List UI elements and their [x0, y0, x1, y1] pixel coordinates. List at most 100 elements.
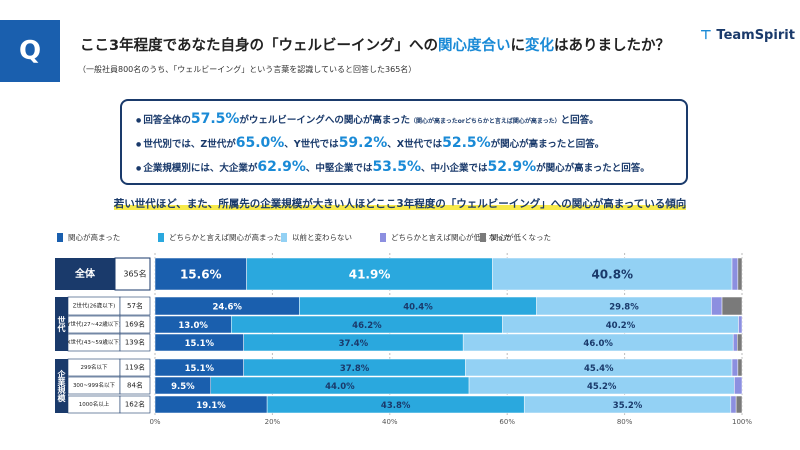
legend-label: どちらかと言えば関心が低くなった [391, 232, 511, 242]
bullet-part: 、X世代では [387, 139, 443, 150]
value-label: 37.8% [340, 364, 370, 374]
value-label: 15.1% [185, 364, 215, 374]
bullet: ● 回答全体の57.5%がウェルビーイングへの関心が高まった（関心が高まったor… [136, 111, 599, 127]
value-label: 37.4% [339, 339, 369, 349]
bullet-part: が関心が高まったと回答。 [490, 139, 605, 150]
title-part: 変化 [524, 38, 554, 54]
bullet: ● 世代別では、Z世代が65.0%、Y世代では59.2%、X世代では52.5%が… [136, 135, 604, 151]
value-label: 15.1% [185, 339, 215, 349]
count-label: 139名 [125, 338, 145, 347]
bar-segment [711, 296, 723, 316]
bullet-part: 世代別では、Z世代が [143, 139, 236, 150]
legend-label: 関心が低くなった [491, 232, 551, 242]
value-label: 35.2% [613, 401, 643, 411]
value-label: 9.5% [171, 382, 195, 392]
count-label: 57名 [127, 301, 143, 310]
value-label: 15.6% [180, 268, 222, 282]
value-label: 44.0% [325, 382, 355, 392]
value-label: 45.2% [587, 382, 617, 392]
row-label: Z世代(26歳以下) [73, 302, 116, 310]
bullet-part: 、中堅企業では [305, 163, 373, 174]
bullet-dot: ● [136, 117, 144, 124]
value-label: 45.4% [584, 364, 614, 374]
logo: ⊤ TeamSpirit [700, 28, 795, 43]
group-label: 世代 [57, 315, 66, 333]
title-part: に [510, 38, 525, 54]
x-tick-label: 60% [499, 418, 515, 426]
value-label: 19.1% [196, 401, 226, 411]
bullet-part: 52.5% [442, 135, 491, 151]
bullet-part: 57.5% [190, 111, 240, 127]
count-label: 169名 [125, 320, 145, 329]
bullet-part: 62.9% [257, 159, 306, 175]
value-label: 40.4% [403, 303, 433, 313]
banner: 若い世代ほど、また、所属先の企業規模が大きい人ほどここ3年程度の「ウェルビーイン… [0, 196, 800, 211]
bullet-part: がウェルビーイングへの関心が高まった [239, 115, 411, 126]
x-tick-label: 100% [732, 418, 752, 426]
bar-segment [730, 395, 737, 414]
count-label: 365名 [123, 269, 146, 279]
count-box [119, 376, 151, 395]
bullet-part: 59.2% [338, 135, 388, 151]
legend-swatch [480, 233, 486, 242]
legend-swatch [281, 233, 287, 242]
bar-segment [737, 333, 743, 352]
row-label: 299名以下 [81, 363, 108, 371]
title: ここ3年程度であなた自身の「ウェルビーイング」への関心度合いに変化はありましたか… [80, 34, 670, 55]
bullet-part: 、中小企業では [421, 163, 488, 174]
value-label: 24.6% [212, 303, 242, 313]
bar-segment [154, 257, 247, 291]
bar-segment [732, 333, 738, 352]
summary-box: ● 回答全体の57.5%がウェルビーイングへの関心が高まった（関心が高まったor… [120, 99, 688, 185]
value-label: 41.9% [349, 268, 391, 282]
bar-segment [731, 358, 739, 377]
value-label: 46.2% [352, 321, 382, 331]
bullet-dot: ● [136, 141, 144, 148]
count-box [119, 395, 151, 414]
row-label: X世代(43~59歳以下) [67, 338, 121, 346]
legend-swatch [380, 233, 386, 242]
logo-text: TeamSpirit [716, 28, 795, 43]
count-box [119, 315, 151, 334]
badge: Q [0, 20, 60, 82]
value-label: 43.8% [381, 401, 411, 411]
bullet-part: （関心が高まったorどちらかと言えば関心が高まった） [410, 118, 561, 125]
legend-label: 以前と変わらない [292, 232, 352, 242]
bullet-dot: ● [136, 165, 144, 172]
bullet: ● 企業規模別には、大企業が62.9%、中堅企業では53.5%、中小企業では52… [136, 159, 650, 175]
count-box [119, 333, 151, 352]
row-label: Y世代(27~42歳以下) [66, 320, 121, 328]
bullet-part: と回答。 [560, 115, 599, 126]
value-label: 40.2% [606, 321, 636, 331]
group-box [55, 297, 68, 351]
bar-segment [721, 296, 743, 316]
bullet-part: 企業規模別には、大企業が [143, 163, 258, 174]
row-label-box [55, 258, 115, 290]
bar-segment [731, 257, 739, 291]
x-tick-label: 20% [265, 418, 281, 426]
row-label: 300~999名以下 [73, 381, 116, 389]
value-label: 13.0% [178, 321, 208, 331]
bullet-part: 53.5% [372, 159, 422, 175]
bullet-part: が関心が高まったと回答。 [536, 163, 650, 174]
count-box [119, 296, 151, 316]
bullet-part: 回答全体の [143, 115, 191, 126]
bar-segment [735, 395, 743, 414]
row-label: 1000名以上 [79, 400, 110, 408]
legend-swatch [158, 233, 164, 242]
count-label: 162名 [125, 400, 145, 409]
count-label: 84名 [127, 381, 143, 390]
banner-text: 若い世代ほど、また、所属先の企業規模が大きい人ほどここ3年程度の「ウェルビーイン… [113, 198, 687, 210]
bar-segment [738, 315, 743, 334]
x-tick-label: 0% [149, 418, 160, 426]
title-part: はありましたか？ [553, 38, 670, 54]
bar-segment [737, 257, 743, 291]
bar-segment [737, 358, 743, 377]
x-tick-label: 80% [617, 418, 633, 426]
x-tick-label: 40% [382, 418, 398, 426]
value-label: 40.8% [591, 268, 633, 282]
value-label: 29.8% [609, 303, 639, 313]
legend-label: どちらかと言えば関心が高まった [169, 232, 281, 242]
chart: 関心が高まった どちらかと言えば関心が高まった 以前と変わらない どちらかと言えば関心… [55, 232, 752, 426]
